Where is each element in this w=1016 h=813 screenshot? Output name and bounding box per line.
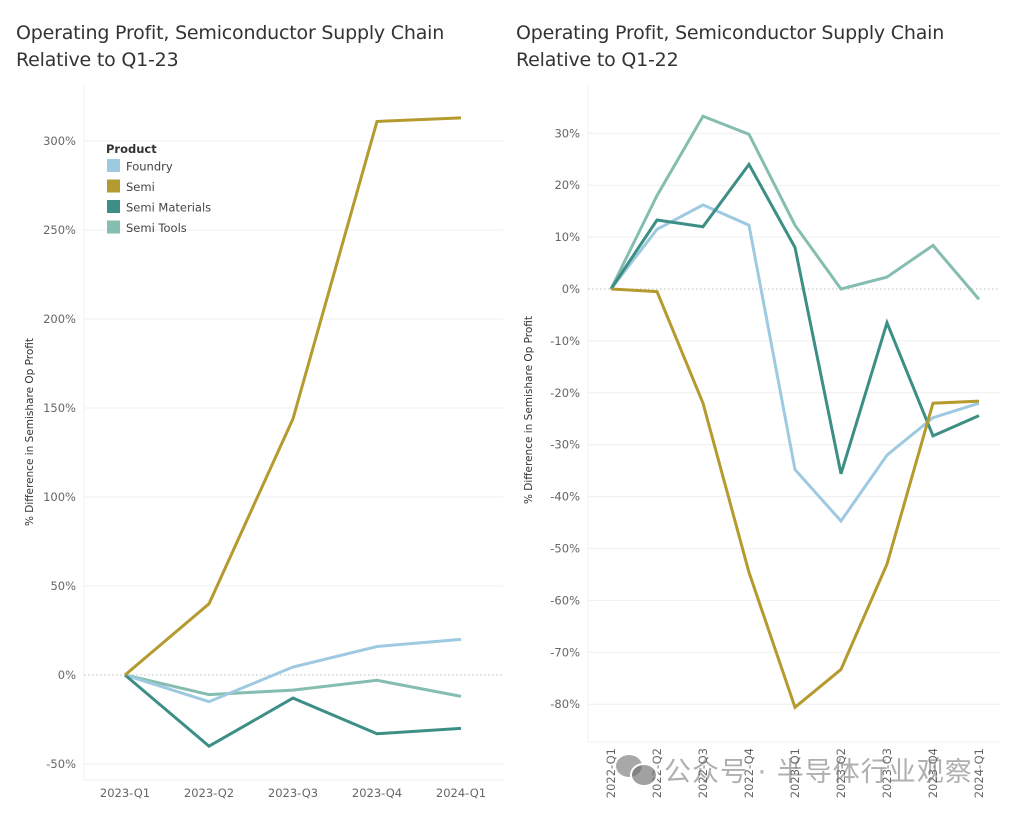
y-tick-label: 10%: [554, 230, 580, 244]
left-line-chart: -50% 0% 50% 100% 150% 200% 250% 300% % Differenc…: [24, 85, 503, 800]
y-tick-label: 200%: [43, 312, 76, 326]
y-tick-label: 50%: [50, 579, 76, 593]
right-chart-subtitle: Relative to Q1-22: [516, 49, 679, 71]
y-tick-label: -10%: [550, 334, 580, 348]
x-tick-label: 2023-Q1: [788, 748, 802, 798]
legend-swatch: [107, 179, 120, 193]
wechat-icon: [616, 753, 658, 787]
right-line-chart: -80% -70% -60% -50% -40% -30% -20% -10% 0% 10% 20%…: [523, 85, 1000, 798]
y-tick-label: 300%: [43, 134, 76, 148]
y-tick-label: -20%: [550, 386, 580, 400]
legend-title: Product: [106, 142, 157, 156]
series-line-semi-tools: [124, 673, 462, 698]
series-line-semi-materials: [124, 673, 462, 749]
x-tick-label: 2023-Q1: [100, 786, 150, 800]
legend-label: Semi Materials: [126, 201, 211, 215]
legend-swatch: [107, 159, 120, 172]
y-tick-label: -50%: [550, 542, 580, 556]
x-tick-label: 2024-Q1: [436, 786, 486, 800]
y-tick-label: -40%: [550, 490, 580, 504]
y-tick-label: 100%: [43, 490, 76, 504]
legend-label: Semi Tools: [126, 221, 187, 235]
legend-swatch: [107, 200, 120, 213]
y-tick-label: 150%: [43, 401, 76, 415]
legend: Product Foundry Semi Semi Materials Semi Too…: [106, 142, 211, 235]
x-tick-label: 2022-Q3: [696, 748, 710, 798]
y-axis-title: % Difference in Semishare Op Profit: [24, 338, 36, 526]
series-line-semi-materials: [609, 161, 980, 475]
y-tick-label: 0%: [562, 282, 580, 296]
y-tick-label: 20%: [554, 178, 580, 192]
y-axis-title: % Difference in Semishare Op Profit: [523, 316, 535, 504]
y-tick-label: -70%: [550, 645, 580, 659]
x-tick-label: 2022-Q1: [604, 748, 618, 798]
left-chart-subtitle: Relative to Q1-23: [16, 49, 179, 71]
legend-swatch: [107, 220, 120, 234]
y-tick-label: -80%: [550, 697, 580, 711]
watermark: 公众号 · 半导体行业观察: [616, 750, 973, 789]
x-tick-label: 2024-Q1: [972, 748, 986, 798]
x-tick-label: 2023-Q3: [268, 786, 318, 800]
legend-label: Semi: [126, 180, 155, 194]
x-tick-label: 2023-Q3: [880, 748, 894, 798]
x-tick-label: 2023-Q2: [834, 748, 848, 798]
x-tick-label: 2023-Q4: [926, 748, 940, 798]
x-tick-label: 2023-Q2: [184, 786, 234, 800]
y-tick-label: -50%: [46, 757, 76, 771]
right-chart-title-line1: Operating Profit, Semiconductor Supply C…: [516, 22, 945, 44]
left-chart-title-line1: Operating Profit, Semiconductor Supply C…: [16, 22, 445, 44]
series-line-semi: [124, 116, 462, 677]
y-tick-label: -30%: [550, 438, 580, 452]
legend-label: Foundry: [126, 160, 173, 174]
x-tick-label: 2022-Q4: [742, 748, 756, 798]
series-line-semi-tools: [609, 114, 981, 301]
series-line-semi: [610, 287, 980, 710]
watermark-text: 公众号 · 半导体行业观察: [664, 757, 973, 788]
y-tick-label: -60%: [550, 593, 580, 607]
right-chart-title: Operating Profit, Semiconductor Supply C…: [516, 20, 944, 74]
left-chart-title: Operating Profit, Semiconductor Supply C…: [16, 20, 444, 74]
y-tick-label: 30%: [554, 126, 580, 140]
series-line-foundry: [124, 637, 462, 704]
x-tick-label: 2023-Q4: [352, 786, 402, 800]
y-tick-label: 250%: [43, 223, 76, 237]
y-tick-label: 0%: [58, 668, 76, 682]
